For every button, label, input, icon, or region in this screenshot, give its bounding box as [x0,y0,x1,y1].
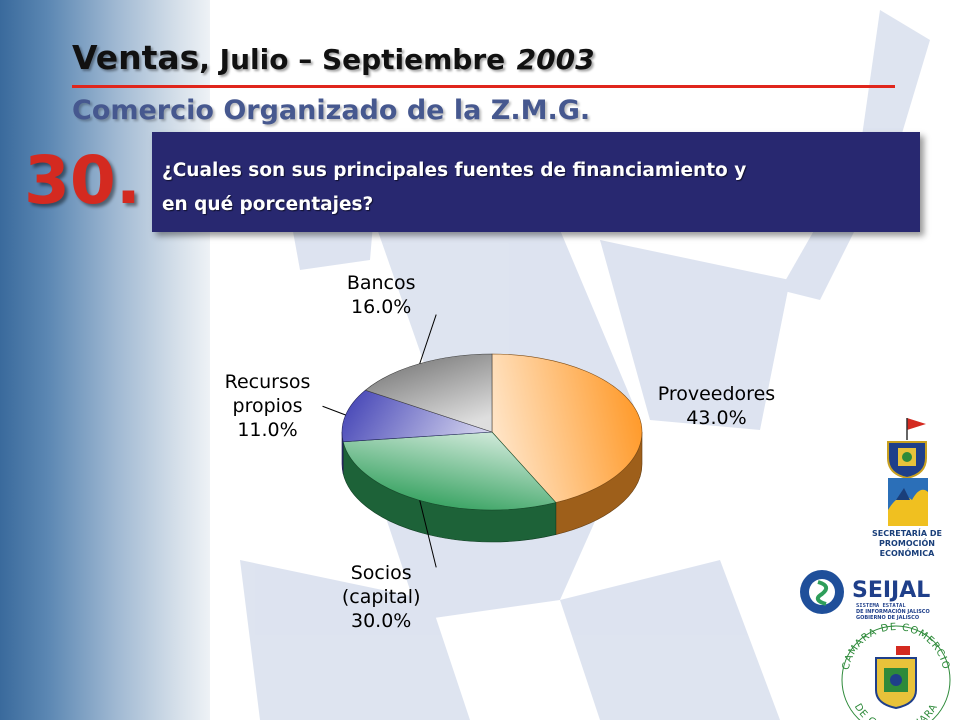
pie-leader-line [419,314,437,364]
jalisco-crest-icon [887,418,927,480]
pie-category-label: Recursos [224,371,311,394]
title-year: 2003 [516,43,595,76]
pie-label-recursos-propios: Recursos propios 11.0% [168,370,368,442]
pie-slice-proveedores [491,353,643,503]
page-title: Ventas, Julio – Septiembre 2003 [72,38,595,77]
question-text-line2: en qué porcentajes? [162,194,374,215]
pie-category-label: Proveedores [657,383,776,406]
title-underline [72,85,895,88]
pie-category-label: Bancos [346,271,416,294]
title-date-range: , Julio – Septiembre [199,43,506,76]
promocion-economica-logo: SECRETARÍA DE PROMOCIÓN ECONÓMICA [872,478,942,558]
promocion-line2: PROMOCIÓN [879,537,935,548]
camara-comercio-logo: CAMARA DE COMERCIO DE GUADALAJARA [841,622,951,720]
pie-slice-bancos [364,353,493,433]
page-subtitle: Comercio Organizado de la Z.M.G. [72,95,591,126]
seijal-line3: GOBIERNO DE JALISCO [856,615,919,621]
promocion-line1: SECRETARÍA DE [872,527,942,538]
seijal-line1: SISTEMA ESTATAL [856,603,906,609]
left-gradient-band [0,0,210,720]
pie-category-label: propios [232,395,303,418]
pie-value-label: 11.0% [237,419,298,442]
seijal-logo: SEIJAL SISTEMA ESTATAL DE INFORMACIÓN JA… [800,570,930,621]
question-text: ¿Cuales son sus principales fuentes de f… [162,154,910,222]
pie-value-label: 43.0% [686,407,747,430]
seijal-name: SEIJAL [852,578,930,603]
question-text-line1: ¿Cuales son sus principales fuentes de f… [162,160,747,181]
promocion-line3: ECONÓMICA [880,547,935,558]
pie-value-label: 16.0% [351,295,412,318]
pie-label-bancos: Bancos 16.0% [281,271,481,319]
pie-label-proveedores: Proveedores 43.0% [616,382,816,430]
question-box: ¿Cuales son sus principales fuentes de f… [152,132,920,232]
pie-label-socios-capital: Socios (capital) 30.0% [281,561,481,633]
title-main: Ventas [72,38,200,77]
pie-value-label: 30.0% [351,610,412,633]
pie-leader-line [322,405,346,416]
pie-category-label: Socios [350,562,412,585]
question-number: 30. [24,142,141,219]
pie-leader-line [419,500,437,568]
pie-category-label: (capital) [341,586,421,609]
seijal-line2: DE INFORMACIÓN JALISCO [856,608,930,615]
pie-slice-recursos-propios [341,389,493,443]
